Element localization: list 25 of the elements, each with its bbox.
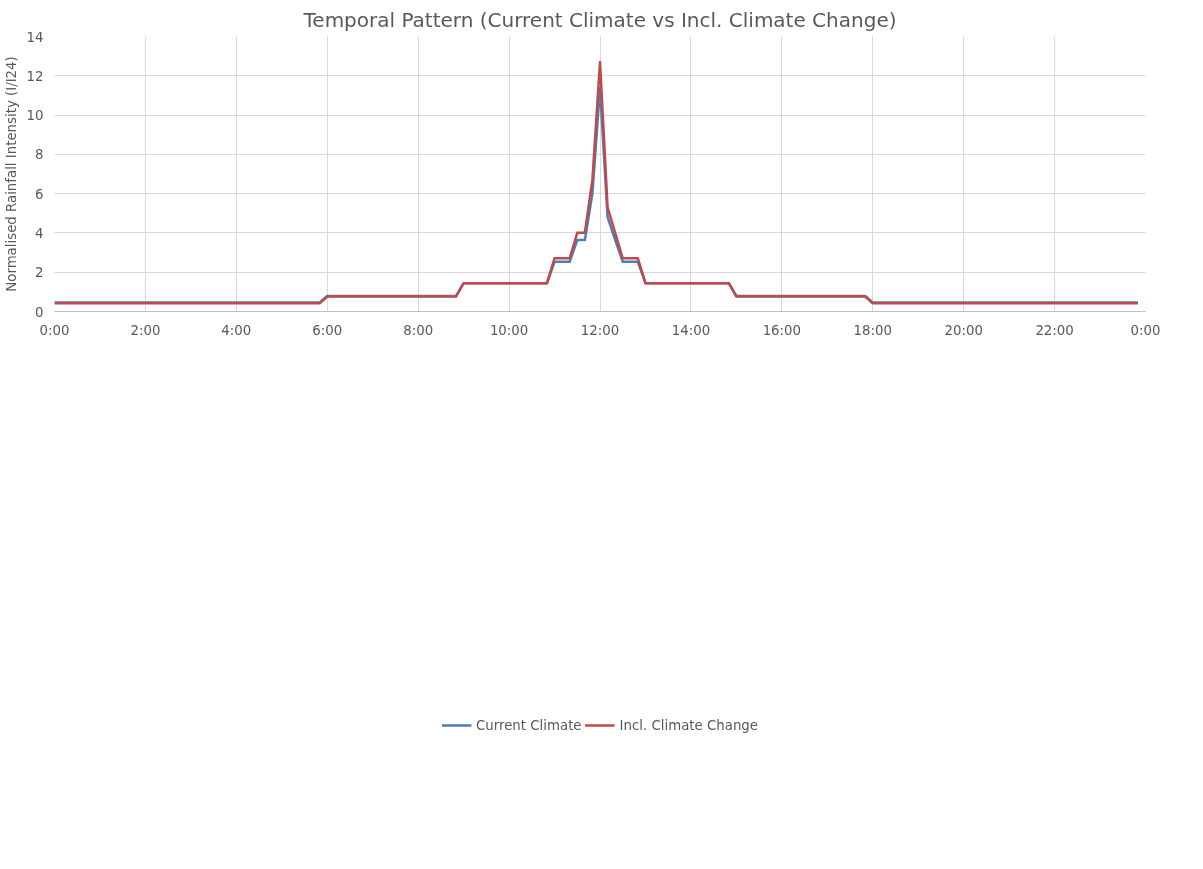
x-tick-label: 20:00: [944, 322, 983, 338]
x-tick-label: 2:00: [130, 322, 161, 338]
x-tick-label: 16:00: [762, 322, 802, 338]
x-tick-label: 8:00: [403, 322, 434, 338]
y-tick-label: 2: [35, 265, 44, 281]
y-tick-label: 0: [35, 304, 44, 320]
y-axis-title: Normalised Rainfall Intensity (I/I24): [3, 56, 19, 292]
legend-label: Incl. Climate Change: [619, 717, 759, 733]
x-tick-label: 6:00: [312, 322, 343, 338]
y-tick-label: 8: [35, 147, 44, 163]
x-tick-label: 4:00: [221, 322, 252, 338]
y-tick-label: 10: [26, 108, 44, 124]
x-tick-label: 0:00: [1130, 322, 1161, 338]
x-tick-label: 18:00: [853, 322, 892, 338]
y-tick-label: 14: [26, 29, 44, 45]
x-tick-label: 22:00: [1035, 322, 1074, 338]
x-tick-label: 10:00: [489, 322, 529, 338]
legend-label: Current Climate: [475, 717, 582, 733]
x-tick-label: 14:00: [671, 322, 711, 338]
y-tick-label: 4: [35, 225, 44, 241]
chart-title: Temporal Pattern (Current Climate vs Incl. Climate Change): [302, 7, 897, 32]
x-tick-label: 12:00: [580, 322, 620, 338]
x-tick-label: 0:00: [39, 322, 70, 338]
y-tick-label: 12: [26, 68, 44, 84]
y-tick-label: 6: [35, 186, 44, 202]
